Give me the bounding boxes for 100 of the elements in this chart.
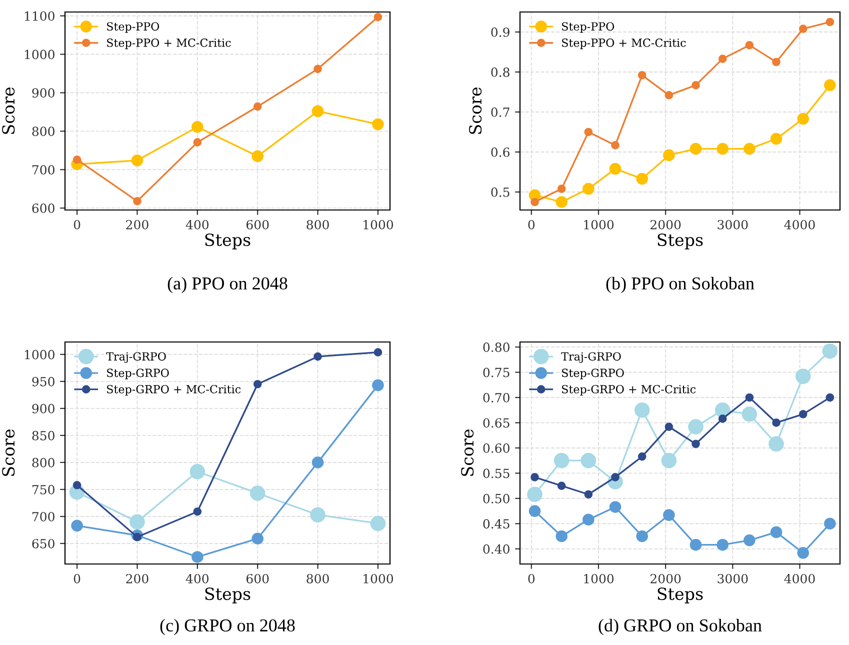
y-tick-label: 0.7	[491, 107, 510, 117]
point	[580, 452, 596, 468]
point	[636, 172, 648, 185]
legend-label: Step-PPO + MC-Critic	[562, 38, 686, 50]
point	[130, 514, 145, 530]
point	[582, 514, 594, 526]
x-tick-label: 600	[246, 220, 269, 230]
point	[770, 526, 782, 538]
x-axis-title: Steps	[658, 234, 703, 250]
y-axis-title: Score	[2, 88, 15, 134]
point	[688, 419, 704, 434]
x-tick-label: 400	[186, 574, 209, 584]
point	[745, 393, 754, 402]
y-axis-title: Score	[461, 430, 474, 476]
point	[664, 422, 674, 431]
x-tick-label: 800	[306, 574, 329, 584]
point	[72, 480, 82, 490]
y-tick-label: 1000	[24, 350, 54, 360]
y-axis-title: Score	[469, 88, 482, 134]
point	[634, 402, 650, 418]
y-tick-label: 850	[32, 430, 54, 440]
y-tick-label: 750	[32, 484, 54, 494]
y-tick-label: 700	[32, 512, 54, 522]
x-tick-label: 4000	[784, 574, 815, 584]
point	[664, 91, 674, 100]
point	[530, 198, 539, 206]
legend-label: Step-GRPO + MC-Critic	[107, 384, 241, 396]
point	[372, 379, 384, 392]
point	[528, 505, 541, 517]
y-tick-label: 1100	[24, 11, 54, 21]
point	[584, 490, 593, 499]
point	[314, 64, 322, 74]
point	[554, 452, 570, 468]
x-tick-label: 3000	[718, 220, 748, 230]
point	[314, 352, 322, 361]
y-tick-label: 0.40	[483, 544, 510, 554]
point	[609, 162, 622, 175]
point	[716, 142, 729, 155]
point	[192, 551, 204, 563]
point	[192, 121, 204, 133]
point	[661, 452, 677, 468]
legend-label: Step-GRPO	[562, 368, 624, 380]
point	[609, 501, 622, 513]
y-tick-label: 700	[32, 165, 54, 175]
x-tick-label: 0	[74, 574, 80, 584]
legend-label: Traj-GRPO	[561, 352, 621, 363]
point	[253, 380, 262, 388]
point	[716, 538, 729, 551]
y-tick-label: 0.55	[483, 468, 510, 478]
point	[133, 196, 142, 206]
x-tick-label: 1000	[364, 574, 394, 584]
x-axis-title: Steps	[205, 588, 250, 604]
legend-label: Step-PPO	[562, 22, 614, 33]
point	[636, 530, 648, 542]
point	[557, 184, 566, 193]
point	[252, 150, 264, 162]
x-axis-title: Steps	[205, 234, 250, 250]
y-tick-label: 650	[32, 538, 54, 548]
point	[253, 102, 262, 111]
point	[768, 436, 784, 452]
point	[795, 368, 811, 384]
point	[798, 410, 808, 418]
point	[772, 418, 780, 427]
x-tick-label: 200	[126, 220, 148, 230]
point	[252, 532, 264, 545]
point	[744, 142, 756, 155]
y-tick-label: 0.75	[483, 368, 510, 378]
point	[718, 54, 727, 63]
x-tick-label: 0	[528, 574, 535, 584]
legend-label: Step-PPO + MC-Critic	[107, 38, 231, 50]
y-tick-label: 800	[32, 126, 54, 136]
x-tick-label: 3000	[718, 574, 748, 584]
point	[770, 132, 782, 145]
point	[638, 452, 646, 461]
point	[826, 18, 834, 26]
point	[372, 118, 384, 130]
point	[374, 348, 382, 356]
point	[312, 456, 324, 468]
point	[584, 128, 593, 136]
point	[530, 473, 539, 482]
point	[72, 155, 82, 164]
legend-label: Step-GRPO + MC-Critic	[562, 384, 696, 396]
point	[718, 414, 727, 423]
text: (d) GRPO on Sokoban	[598, 618, 762, 636]
point	[527, 486, 542, 502]
point	[822, 343, 838, 359]
point	[370, 516, 386, 532]
text: (a) PPO on 2048	[168, 276, 288, 294]
point	[374, 12, 382, 22]
x-tick-label: 0	[74, 220, 80, 230]
point	[692, 81, 700, 90]
y-tick-label: 1000	[24, 50, 54, 60]
legend-label: Traj-GRPO	[106, 352, 166, 363]
y-tick-label: 900	[32, 404, 54, 414]
point	[745, 41, 754, 50]
x-tick-label: 2000	[650, 574, 681, 584]
y-tick-label: 0.9	[491, 27, 510, 37]
point	[638, 71, 646, 80]
point	[797, 112, 810, 125]
point	[611, 141, 620, 150]
